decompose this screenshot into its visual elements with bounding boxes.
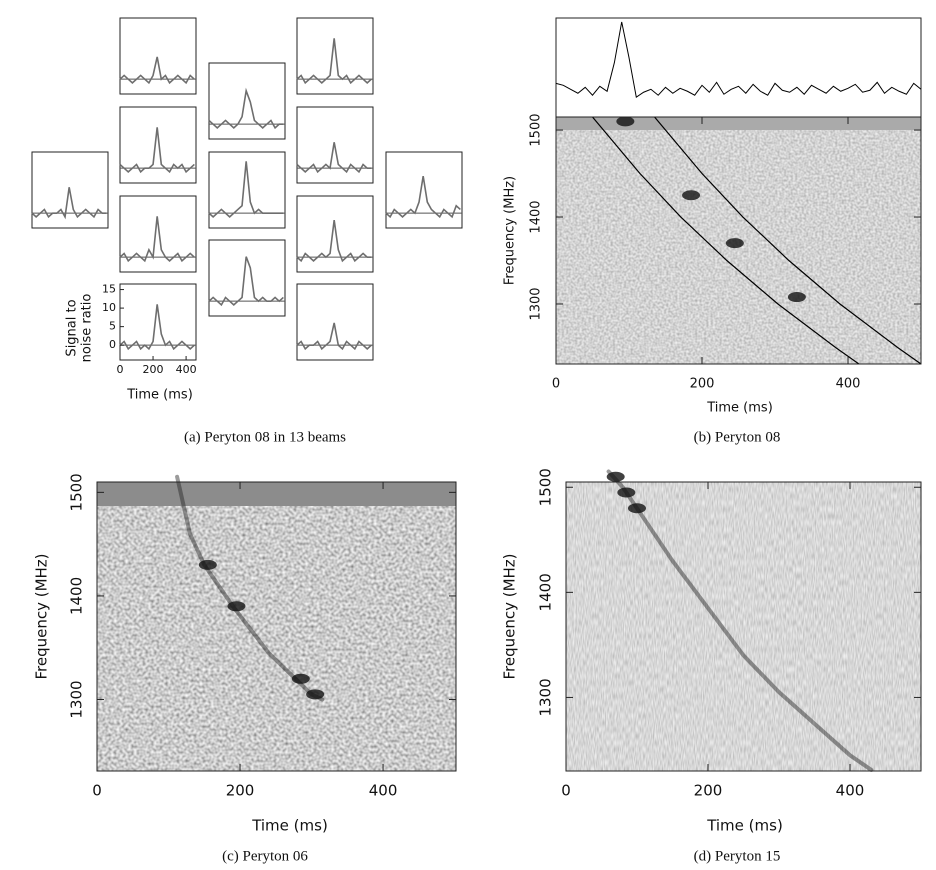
burst bbox=[628, 503, 646, 514]
plot-frame bbox=[96, 481, 457, 772]
beam-line bbox=[385, 175, 461, 219]
beam-line bbox=[296, 322, 372, 351]
burst bbox=[682, 190, 701, 201]
x-tick-label: 200 bbox=[143, 363, 164, 376]
beam-frame bbox=[119, 106, 197, 184]
beam-line bbox=[31, 187, 107, 220]
burst bbox=[616, 116, 635, 127]
y-axis-label: noise ratio bbox=[80, 294, 95, 363]
y-axis-label: Frequency (MHz) bbox=[33, 553, 51, 679]
beam-line bbox=[119, 216, 195, 263]
y-tick-label: 1500 bbox=[68, 473, 86, 511]
x-tick-label: 200 bbox=[694, 782, 723, 800]
x-axis-label: Time (ms) bbox=[706, 401, 773, 416]
beam-frame bbox=[119, 283, 197, 361]
x-axis-label: Time (ms) bbox=[251, 817, 328, 835]
beam-frame bbox=[296, 195, 374, 273]
x-tick-label: 400 bbox=[176, 363, 197, 376]
beam-line bbox=[296, 38, 372, 85]
caption: (b) Peryton 08 bbox=[694, 429, 781, 445]
y-tick-label: 0 bbox=[109, 338, 116, 351]
x-tick-label: 400 bbox=[836, 782, 865, 800]
beam-frame bbox=[208, 62, 286, 140]
x-tick-label: 0 bbox=[552, 377, 560, 392]
burst bbox=[606, 471, 625, 482]
x-tick-label: 0 bbox=[92, 782, 102, 800]
x-tick-label: 400 bbox=[369, 782, 398, 800]
y-tick-label: 1500 bbox=[529, 113, 544, 146]
beam-line bbox=[119, 304, 195, 351]
beam-line bbox=[296, 142, 372, 174]
spectrogram bbox=[566, 482, 921, 771]
y-tick-label: 1300 bbox=[537, 678, 555, 716]
y-tick-label: 1400 bbox=[537, 573, 555, 611]
y-tick-label: 1400 bbox=[529, 200, 544, 233]
sweep-track bbox=[606, 469, 874, 772]
y-tick-label: 1300 bbox=[68, 680, 86, 718]
pulse-profile bbox=[555, 21, 922, 99]
beam-line bbox=[208, 256, 284, 307]
x-axis-label: Time (ms) bbox=[706, 817, 783, 835]
caption: (d) Peryton 15 bbox=[694, 848, 781, 864]
sweep-track bbox=[175, 474, 325, 702]
y-tick-label: 1300 bbox=[529, 287, 544, 320]
burst bbox=[306, 689, 325, 700]
rfi-band bbox=[97, 482, 456, 506]
y-tick-label: 1400 bbox=[68, 577, 86, 615]
y-tick-label: 15 bbox=[102, 283, 116, 296]
burst bbox=[787, 292, 806, 303]
burst bbox=[617, 487, 636, 498]
y-tick-label: 1500 bbox=[537, 468, 555, 506]
x-axis-label: Time (ms) bbox=[126, 388, 193, 403]
beam-line bbox=[208, 161, 284, 218]
beam-frame bbox=[119, 195, 197, 273]
beam-line bbox=[208, 87, 284, 130]
beam-frame bbox=[296, 17, 374, 95]
burst bbox=[725, 238, 744, 249]
x-tick-label: 200 bbox=[690, 377, 715, 392]
x-tick-label: 0 bbox=[561, 782, 571, 800]
dispersion-curve bbox=[592, 116, 860, 365]
beam-frame bbox=[296, 283, 374, 361]
beam-line bbox=[119, 56, 195, 85]
burst bbox=[198, 559, 217, 570]
caption: (a) Peryton 08 in 13 beams bbox=[184, 429, 346, 445]
beam-line bbox=[296, 219, 372, 263]
beam-line bbox=[119, 127, 195, 174]
burst bbox=[291, 673, 310, 684]
spectrogram bbox=[97, 482, 456, 771]
profile-frame bbox=[555, 17, 922, 118]
y-axis-label: Frequency (MHz) bbox=[501, 553, 519, 679]
y-tick-label: 10 bbox=[102, 301, 116, 314]
y-axis-label: Frequency (MHz) bbox=[503, 176, 518, 285]
burst bbox=[227, 601, 246, 612]
caption: (c) Peryton 06 bbox=[222, 848, 308, 864]
x-tick-label: 400 bbox=[836, 377, 861, 392]
x-tick-label: 0 bbox=[117, 363, 124, 376]
plot-frame bbox=[565, 481, 922, 772]
y-tick-label: 5 bbox=[109, 320, 116, 333]
rfi-band bbox=[556, 117, 921, 130]
y-axis-label: Signal to bbox=[65, 299, 80, 356]
dispersion-curve bbox=[654, 116, 922, 365]
x-tick-label: 200 bbox=[226, 782, 255, 800]
